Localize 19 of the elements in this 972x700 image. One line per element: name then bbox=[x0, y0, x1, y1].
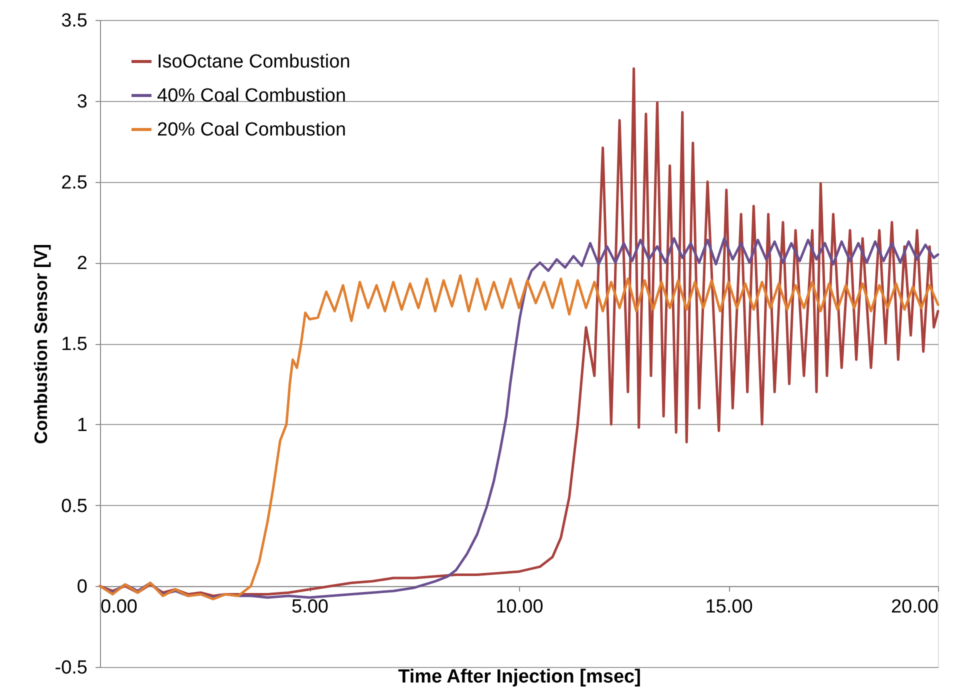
y-tick-label: -0.5 bbox=[54, 658, 88, 678]
legend-label: IsoOctane Combustion bbox=[157, 52, 350, 72]
legend-label: 40% Coal Combustion bbox=[157, 86, 346, 106]
y-tick-label: 3.5 bbox=[61, 10, 88, 32]
x-tick-label: 20.00 bbox=[890, 596, 938, 618]
y-tick-label: 0 bbox=[76, 576, 88, 598]
y-tick-label: 0.5 bbox=[61, 496, 88, 517]
x-axis-title: Time After Injection [msec] bbox=[398, 666, 641, 688]
x-tick-label: 5.00 bbox=[292, 596, 328, 618]
y-tick-label: 1.5 bbox=[61, 334, 88, 355]
x-tick-label: 0.00 bbox=[100, 596, 138, 618]
x-tick-label: 15.00 bbox=[705, 596, 753, 618]
y-tick-label: 2 bbox=[76, 253, 88, 274]
x-tick-label: 10.00 bbox=[496, 596, 544, 618]
y-tick-label: 1 bbox=[76, 414, 88, 436]
y-axis-title: Combustion Sensor [V] bbox=[30, 244, 51, 444]
y-tick-label: 2.5 bbox=[61, 172, 88, 194]
legend-label: 20% Coal Combustion bbox=[157, 120, 346, 140]
y-tick-label: 3 bbox=[76, 91, 88, 112]
